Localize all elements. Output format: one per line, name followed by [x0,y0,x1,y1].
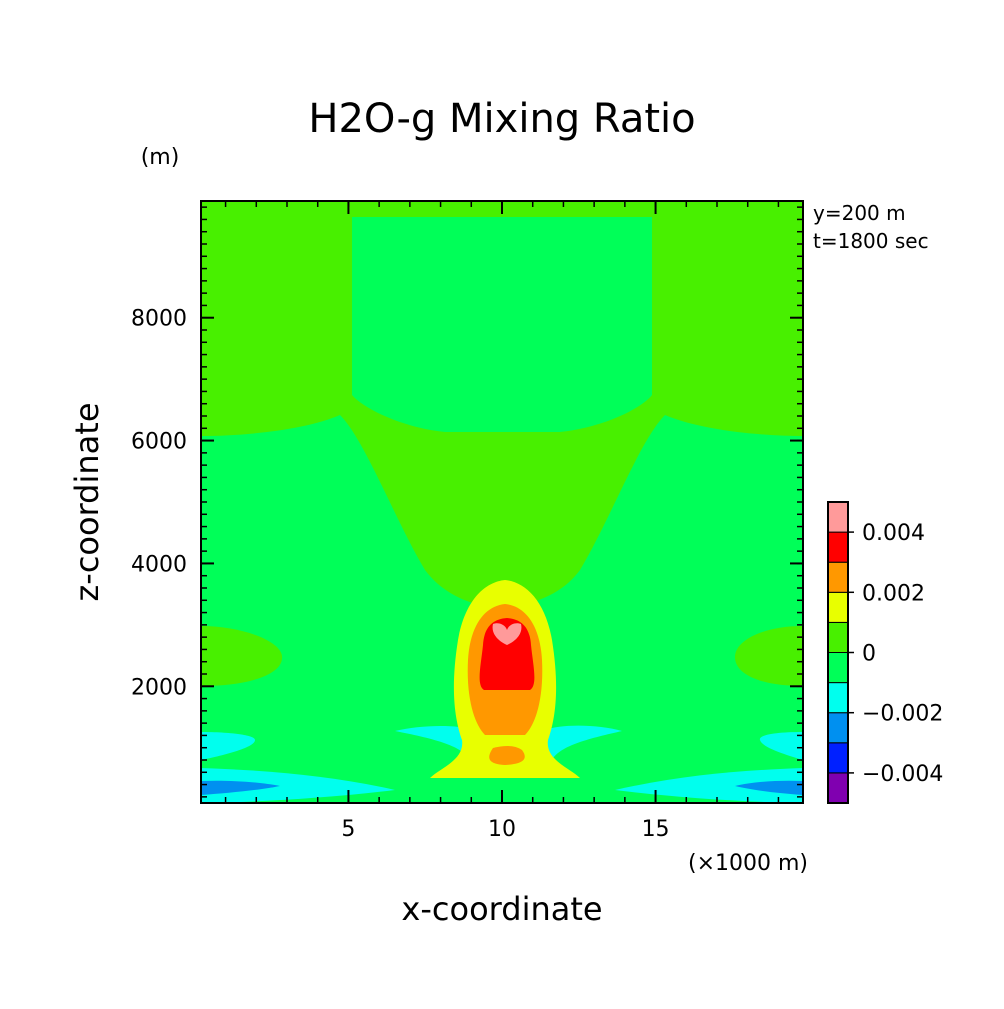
contour-blue-right [735,780,803,795]
colorbar-swatch [827,561,849,593]
contour-cyan-right-low [615,768,803,803]
contour-plume-orange-low [489,745,525,765]
contour-left-lobe [201,626,283,686]
y-tick-label: 6000 [131,430,187,455]
plot-area [201,201,803,803]
x-axis-label: x-coordinate [401,890,602,928]
contour-upper-center [352,201,652,432]
colorbar-tick-label: −0.004 [862,762,943,787]
annotation-t: t=1800 sec [813,229,929,253]
y-tick-label: 2000 [131,675,187,700]
contour-cyan-mid-right [543,725,622,760]
contour-cyan-right [759,732,803,760]
x-tick-label: 10 [488,817,516,842]
colorbar-swatch [827,742,849,774]
colorbar-tick-label: −0.002 [862,702,943,727]
x-tick-label: 5 [341,817,355,842]
contour-plume-red [479,618,535,690]
contour-blue-left [201,780,280,795]
colorbar-swatch [827,652,849,684]
colorbar-swatch [827,531,849,563]
colorbar-tick-label: 0.002 [862,581,925,606]
x-tick-label: 15 [642,817,670,842]
colorbar-swatch [827,501,849,533]
colorbar-swatch [827,772,849,804]
y-tick-label: 8000 [131,307,187,332]
x-unit-label: (×1000 m) [688,851,808,876]
contour-cyan-left-low [201,768,395,803]
axis-ticks: 5 10 15 2000 4000 6000 8000 [131,201,803,842]
y-axis-label: z-coordinate [68,402,106,601]
contour-cyan-mid-left [395,725,477,760]
annotation-y: y=200 m [813,201,906,225]
colorbar-tick-label: 0 [862,642,876,667]
y-unit-label: (m) [141,145,180,170]
chart-title: H2O-g Mixing Ratio [308,96,695,142]
colorbar-swatch [827,712,849,744]
colorbar-swatch [827,591,849,623]
colorbar-swatch [827,621,849,654]
contour-right-lobe [734,626,803,686]
contour-cyan-left [201,732,255,760]
colorbar-tick-label: 0.004 [862,521,925,546]
y-tick-label: 4000 [131,552,187,577]
contour-plume-pink [492,623,522,645]
colorbar: 0.004 0.002 0 −0.002 −0.004 [827,501,943,804]
colorbar-swatch [827,682,849,714]
